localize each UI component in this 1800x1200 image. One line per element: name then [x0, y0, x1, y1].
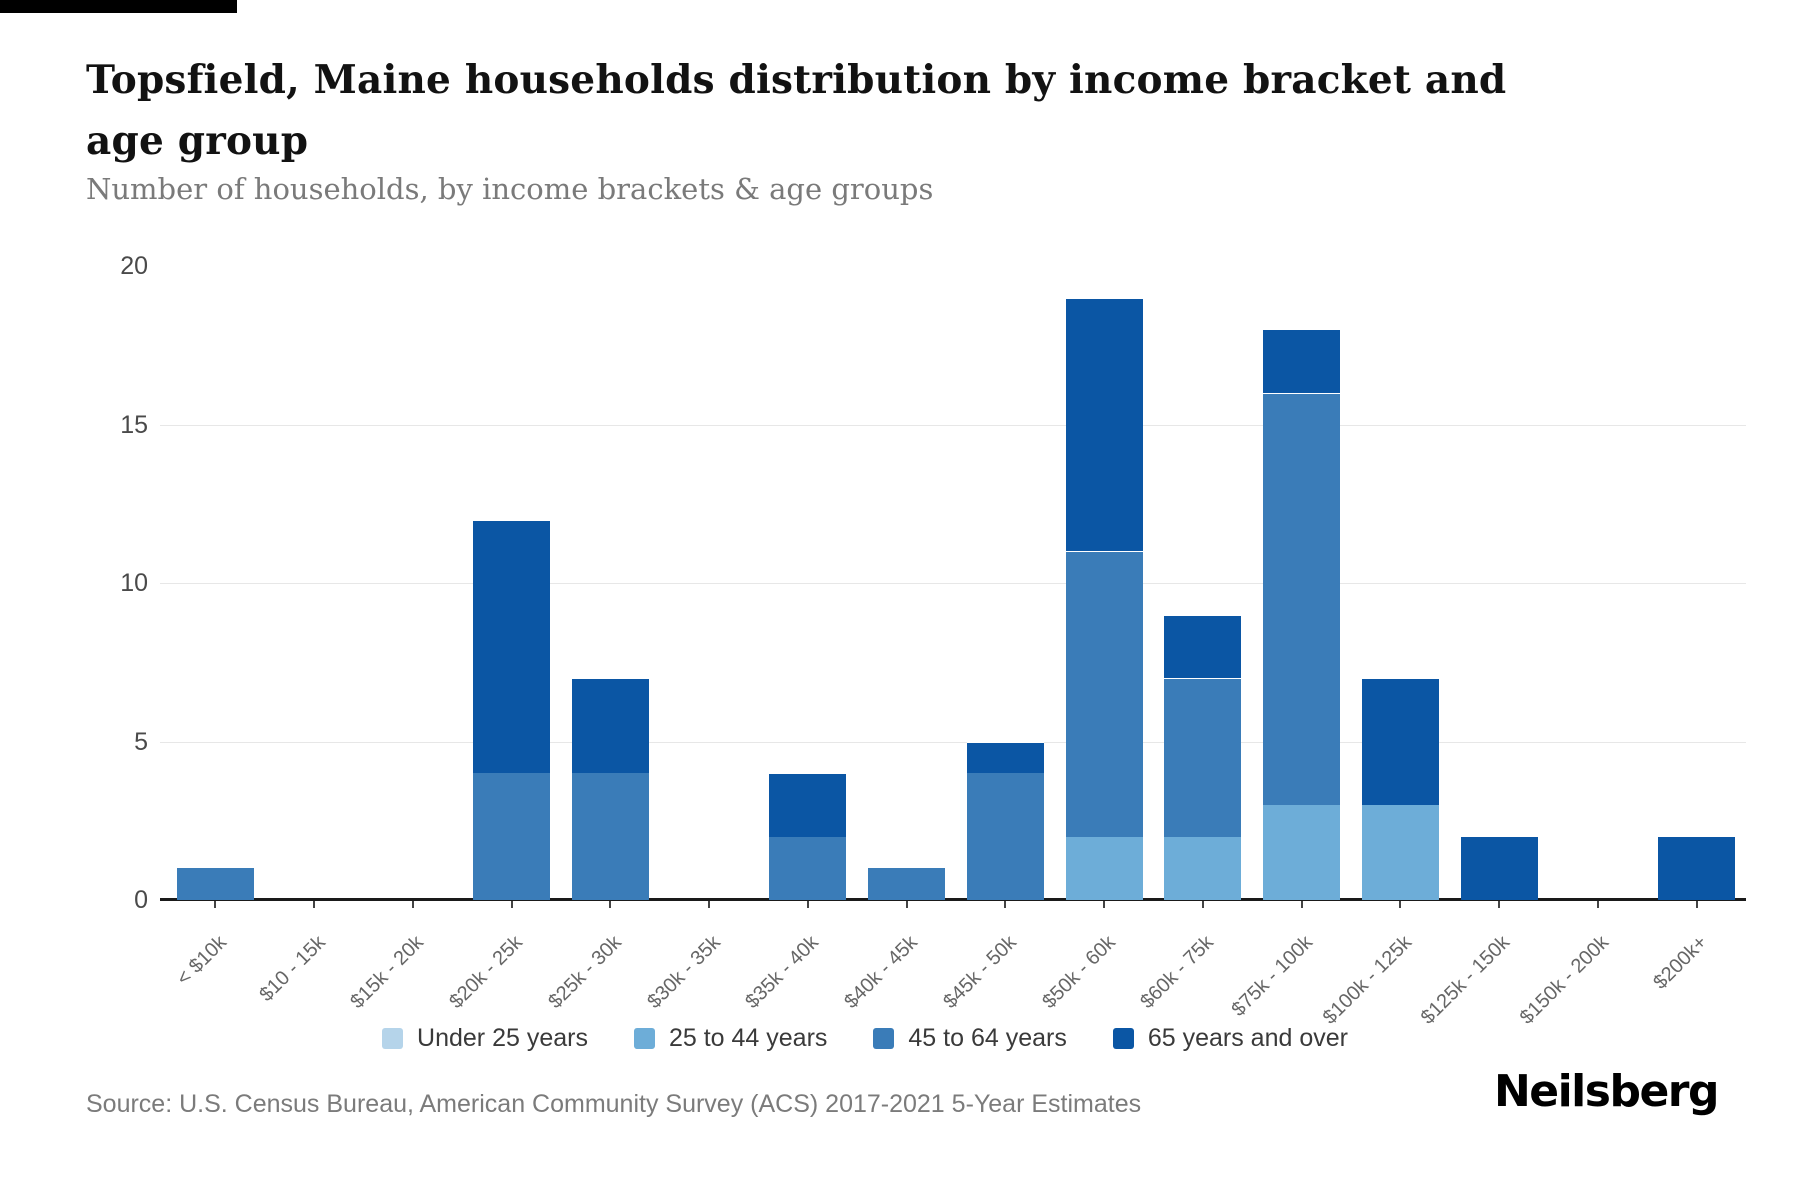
bar-segment	[1065, 551, 1143, 837]
x-axis-tick-label: $45k - 50k	[939, 931, 1021, 1013]
x-axis-tick	[806, 901, 809, 908]
source-attribution: Source: U.S. Census Bureau, American Com…	[86, 1090, 1142, 1118]
bar-segment	[1164, 836, 1242, 900]
x-axis-tick	[905, 901, 908, 908]
gridline	[160, 741, 1746, 743]
x-axis-tick	[1201, 901, 1204, 908]
neilsberg-logo[interactable]: Neilsberg	[1493, 1066, 1720, 1117]
bar-segment	[571, 773, 649, 900]
legend-label: 65 years and over	[1147, 1024, 1348, 1052]
legend-item[interactable]: Under 25 years	[382, 1024, 588, 1053]
legend-item[interactable]: 65 years and over	[1112, 1024, 1348, 1053]
x-axis-tick-label: $100k - 125k	[1318, 931, 1416, 1029]
bar-segment	[1361, 804, 1439, 900]
bar-segment	[571, 678, 649, 774]
bar-segment	[1164, 678, 1242, 837]
x-axis-tick-label: $125k - 150k	[1417, 931, 1515, 1029]
bar-segment	[473, 519, 551, 774]
x-axis-tick	[510, 901, 513, 908]
x-axis-tick-label: < $10k	[172, 931, 231, 990]
bar-segment	[1263, 392, 1341, 805]
chart-legend: Under 25 years 25 to 44 years 45 to 64 yea…	[0, 1024, 1730, 1053]
x-axis-tick	[1004, 901, 1007, 908]
legend-label: 45 to 64 years	[908, 1024, 1067, 1052]
bar-segment	[1065, 297, 1143, 552]
x-axis-tick-label: $200k+	[1649, 931, 1713, 994]
bar-segment	[868, 868, 946, 900]
x-axis-tick-label: $25k - 30k	[544, 931, 626, 1013]
y-axis-tick-label: 15	[120, 410, 148, 439]
gridline	[160, 424, 1746, 426]
legend-label: Under 25 years	[417, 1024, 588, 1052]
x-axis-tick-label: $20k - 25k	[445, 931, 528, 1013]
bar-segment	[176, 868, 254, 900]
bar-segment	[473, 773, 551, 900]
x-axis-tick	[1596, 901, 1599, 908]
legend-color-swatch	[1112, 1028, 1134, 1049]
x-axis-tick	[1498, 901, 1501, 908]
x-axis-tick	[1399, 901, 1402, 908]
x-axis-tick	[1103, 901, 1106, 908]
bar-segment	[966, 741, 1044, 774]
legend-label: 25 to 44 years	[668, 1024, 828, 1052]
y-axis-tick-label: 5	[134, 727, 148, 756]
x-axis-tick-label: $60k - 75k	[1136, 931, 1219, 1013]
x-axis-tick	[411, 901, 414, 908]
bar-segment	[1263, 329, 1341, 393]
x-axis-tick-label: $10 - 15k	[255, 931, 330, 1006]
x-axis-tick-label: $50k - 60k	[1037, 931, 1120, 1013]
top-edge-strip	[0, 0, 237, 13]
y-axis-tick-label: 0	[134, 886, 148, 914]
y-axis-tick-label: 10	[120, 569, 148, 597]
bar-segment	[1460, 836, 1538, 900]
bar-segment	[1361, 678, 1439, 805]
x-axis-tick	[1695, 901, 1698, 908]
chart-title: Topsfield, Maine households distribution…	[86, 57, 1507, 164]
bar-segment	[769, 836, 847, 900]
legend-color-swatch	[382, 1028, 404, 1049]
legend-item[interactable]: 25 to 44 years	[633, 1024, 828, 1053]
bar-segment	[1164, 614, 1242, 679]
x-axis-tick	[708, 901, 711, 908]
bar-segment	[966, 773, 1044, 900]
y-axis-tick-label: 20	[120, 252, 148, 280]
x-axis-tick-label: $15k - 20k	[346, 931, 429, 1013]
legend-color-swatch	[873, 1028, 895, 1049]
x-axis-tick	[1300, 901, 1303, 908]
x-axis-tick-label: $40k - 45k	[840, 931, 923, 1013]
x-axis-tick	[214, 901, 217, 908]
bar-segment	[1263, 804, 1341, 900]
bar-segment	[1658, 836, 1736, 900]
x-axis-tick	[313, 901, 316, 908]
bar-segment	[1065, 836, 1143, 900]
legend-item[interactable]: 45 to 64 years	[873, 1024, 1067, 1053]
x-axis-tick	[609, 901, 612, 908]
gridline	[160, 583, 1746, 584]
x-axis-tick-label: $75k - 100k	[1227, 931, 1318, 1021]
chart-subtitle: Number of households, by income brackets…	[86, 172, 934, 206]
bar-segment	[769, 773, 847, 837]
x-axis-tick-label: $35k - 40k	[741, 931, 824, 1013]
x-axis-tick-label: $150k - 200k	[1515, 931, 1614, 1029]
x-axis-line	[160, 898, 1746, 901]
legend-color-swatch	[633, 1028, 655, 1049]
x-axis-tick-label: $30k - 35k	[642, 931, 725, 1013]
